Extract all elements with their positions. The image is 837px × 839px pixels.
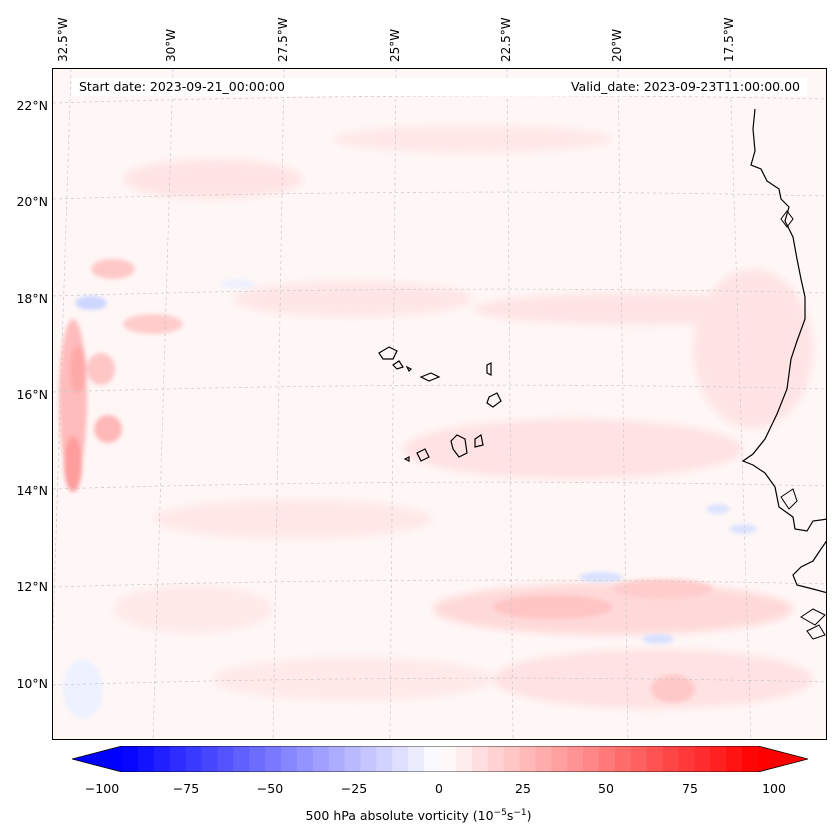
lon-label-17-5w: 17.5°W [722, 17, 736, 62]
island-santiago [450, 434, 468, 458]
colorbar-tick: 0 [435, 781, 443, 796]
cape-verde-islands [378, 346, 502, 462]
island-santo-antao [378, 346, 398, 360]
colorbar-cell [233, 746, 250, 772]
colorbar [72, 746, 808, 772]
colorbar-cell [169, 746, 186, 772]
lat-label-12n: 12°N [16, 579, 48, 594]
colorbar-cell [599, 746, 616, 772]
colorbar-cell [694, 746, 711, 772]
colorbar-label: 500 hPa absolute vorticity (10−5s−1) [305, 808, 532, 824]
valid-date-label: Valid_date: 2023-09-23T11:00:00.00 [570, 79, 800, 94]
colorbar-cell [185, 746, 202, 772]
colorbar-cell [281, 746, 298, 772]
colorbar-cell [265, 746, 282, 772]
vorticity-map [52, 68, 827, 740]
colorbar-min-extend [72, 746, 122, 772]
colorbar-cell [217, 746, 234, 772]
colorbar-cell [424, 746, 441, 772]
colorbar-cell [742, 746, 759, 772]
island-fogo [416, 448, 430, 462]
colorbar-cell [408, 746, 425, 772]
island-boa-vista [486, 392, 502, 408]
colorbar-cell [567, 746, 584, 772]
header-box [72, 78, 807, 96]
colorbar-cell [646, 746, 663, 772]
colorbar-cell [153, 746, 171, 772]
colorbar-cell [328, 746, 345, 772]
colorbar-cell [249, 746, 266, 772]
colorbar-cell [662, 746, 679, 772]
lat-label-18n: 18°N [16, 291, 48, 306]
colorbar-tick: −25 [340, 781, 368, 796]
island-brava [403, 456, 410, 462]
lon-label-30w: 30°W [164, 28, 178, 62]
colorbar-cell [710, 746, 727, 772]
colorbar-cell [583, 746, 600, 772]
colorbar-tick: 100 [762, 781, 786, 796]
africa-coastline [741, 108, 826, 594]
colorbar-tick: 75 [682, 781, 698, 796]
coastline-bissagos [800, 608, 826, 640]
colorbar-tick: −50 [256, 781, 284, 796]
colorbar-cell [503, 746, 520, 772]
colorbar-cell [440, 746, 457, 772]
negative-vorticity-field [63, 279, 757, 719]
colorbar-cell [137, 746, 155, 772]
island-sao-nicolau [419, 372, 441, 382]
strong-vorticity-features [59, 259, 713, 703]
colorbar-cell [201, 746, 218, 772]
colorbar-cell [535, 746, 552, 772]
start-date-label: Start date: 2023-09-21_00:00:00 [79, 79, 285, 94]
colorbar-cell [296, 746, 314, 772]
graticule [53, 69, 826, 739]
map-canvas [53, 69, 826, 739]
colorbar-cell [392, 746, 409, 772]
colorbar-cell [312, 746, 330, 772]
lat-label-14n: 14°N [16, 483, 48, 498]
colorbar-tick: −75 [172, 781, 200, 796]
colorbar-cell [487, 746, 504, 772]
island-sao-vicente [392, 360, 404, 370]
colorbar-cell [376, 746, 393, 772]
colorbar-cell [614, 746, 632, 772]
colorbar-cell [122, 746, 139, 772]
lat-label-16n: 16°N [16, 387, 48, 402]
colorbar-tick: 25 [515, 781, 531, 796]
lon-label-22-5w: 22.5°W [499, 17, 513, 62]
colorbar-cell [344, 746, 361, 772]
island-maio [474, 434, 484, 448]
island-sal [486, 362, 492, 376]
colorbar-tick: −100 [84, 781, 120, 796]
colorbar-cell [630, 746, 648, 772]
colorbar-cell [519, 746, 536, 772]
colorbar-cell [726, 746, 743, 772]
colorbar-tick: 50 [598, 781, 614, 796]
lon-label-32-5w: 32.5°W [56, 17, 70, 62]
lat-label-10n: 10°N [16, 676, 48, 691]
colorbar-cell [678, 746, 695, 772]
coastline-gambia [780, 488, 798, 510]
lat-label-20n: 20°N [16, 194, 48, 209]
coastline-cape-blanc [780, 210, 794, 228]
lon-label-27-5w: 27.5°W [276, 17, 290, 62]
colorbar-cell [471, 746, 489, 772]
colorbar-cells [122, 746, 759, 772]
colorbar-cell [455, 746, 473, 772]
lon-label-25w: 25°W [388, 28, 402, 62]
lon-label-20w: 20°W [610, 28, 624, 62]
colorbar-cell [551, 746, 568, 772]
colorbar-cell [360, 746, 377, 772]
colorbar-max-extend [758, 746, 808, 772]
positive-vorticity-field [113, 125, 813, 709]
lat-label-22n: 22°N [16, 98, 48, 113]
island-santa-luzia [405, 365, 413, 373]
